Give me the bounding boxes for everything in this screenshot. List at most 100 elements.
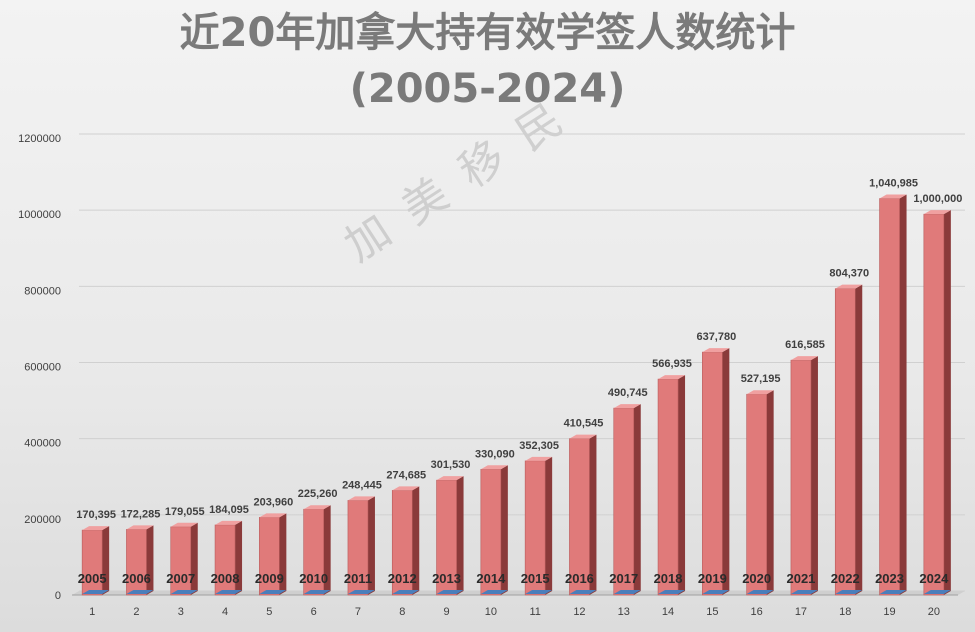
- chart-title: 近20年加拿大持有效学签人数统计 (2005-2024): [0, 8, 975, 114]
- category-series-tile: [480, 590, 508, 594]
- bar-side: [456, 476, 464, 595]
- bar-top: [347, 496, 375, 501]
- bar-side: [678, 375, 686, 595]
- y-tick-label: 0: [55, 590, 61, 602]
- category-label: 2016: [565, 571, 594, 586]
- x-tick-label: 2: [133, 606, 139, 618]
- category-label: 2008: [211, 571, 240, 586]
- bar-series: 170,395 2005 172,285 2006 179,055 2007 184,095…: [76, 178, 962, 596]
- bar-top: [436, 476, 464, 481]
- category-series-tile: [702, 590, 730, 594]
- bar-2021: 616,585 2021: [785, 339, 825, 596]
- x-tick-label: 6: [311, 606, 317, 618]
- x-tick-label: 1: [89, 606, 95, 618]
- bar-2010: 225,260 2010: [298, 488, 338, 596]
- bar-2014: 330,090 2014: [475, 448, 515, 596]
- category-label: 2018: [654, 571, 683, 586]
- data-label: 330,090: [475, 448, 515, 460]
- data-label: 203,960: [253, 496, 293, 508]
- category-series-tile: [790, 590, 818, 594]
- category-label: 2010: [299, 571, 328, 586]
- category-label: 2015: [521, 571, 550, 586]
- category-series-tile: [569, 590, 597, 594]
- x-tick-label: 4: [222, 606, 228, 618]
- x-tick-label: 7: [355, 606, 361, 618]
- x-tick-label: 5: [266, 606, 272, 618]
- chart-title-line2: (2005-2024): [349, 66, 626, 112]
- data-label: 301,530: [431, 459, 471, 471]
- bar-top: [702, 348, 730, 353]
- category-series-tile: [82, 590, 110, 594]
- bar-2012: 274,685 2012: [386, 469, 426, 596]
- bar-top: [259, 513, 287, 518]
- category-series-tile: [835, 590, 863, 594]
- bar: [613, 407, 635, 596]
- y-tick-label: 200000: [24, 514, 61, 526]
- data-label: 184,095: [209, 504, 249, 516]
- bar-side: [899, 194, 907, 595]
- data-label: 616,585: [785, 339, 825, 351]
- data-label: 1,040,985: [869, 178, 918, 190]
- bar-side: [235, 520, 243, 595]
- x-tick-label: 11: [529, 606, 540, 618]
- bar-top: [303, 505, 331, 510]
- data-label: 170,395: [76, 509, 116, 521]
- category-series-tile: [392, 590, 420, 594]
- bar-top: [746, 390, 774, 395]
- bar: [790, 359, 812, 596]
- bar-top: [835, 284, 863, 289]
- category-label: 2009: [255, 571, 284, 586]
- category-series-tile: [879, 590, 907, 594]
- category-series-tile: [658, 590, 686, 594]
- data-label: 225,260: [298, 488, 338, 500]
- bar-side: [279, 513, 287, 595]
- x-tick-label: 12: [573, 606, 585, 618]
- bar: [702, 351, 723, 596]
- category-series-tile: [303, 590, 331, 594]
- bar-top: [525, 456, 553, 461]
- bar-top: [923, 210, 951, 215]
- bar-side: [633, 404, 641, 595]
- bar-2009: 203,960 2009: [253, 496, 293, 596]
- data-label: 410,545: [564, 418, 604, 430]
- bar-top: [658, 375, 686, 380]
- bar-side: [412, 486, 420, 595]
- data-label: 527,195: [741, 373, 781, 385]
- data-label: 490,745: [608, 387, 648, 399]
- x-tick-label: 3: [178, 606, 184, 618]
- bar-2016: 410,545 2016: [564, 418, 604, 596]
- bar-2008: 184,095 2008: [209, 504, 249, 596]
- category-series-tile: [215, 590, 243, 594]
- bar-2015: 352,305 2015: [519, 440, 559, 596]
- bar-top: [170, 522, 198, 527]
- category-label: 2023: [875, 571, 904, 586]
- data-label: 1,000,000: [913, 193, 962, 205]
- bar-side: [722, 348, 730, 595]
- bar-2023: 1,040,985 2023: [869, 178, 918, 596]
- x-tick-label: 13: [618, 606, 630, 618]
- category-label: 2022: [831, 571, 860, 586]
- y-axis: 0 200000 400000 600000 800000 1000000 1200000: [18, 133, 61, 602]
- category-series-tile: [923, 590, 951, 594]
- category-series-tile: [259, 590, 287, 594]
- bar-side: [500, 465, 508, 595]
- bar-top: [569, 434, 597, 439]
- y-tick-label: 1200000: [18, 133, 61, 145]
- category-label: 2014: [476, 571, 506, 586]
- chart-floor: [72, 591, 965, 595]
- bar-side: [810, 356, 818, 595]
- category-series-tile: [347, 590, 375, 594]
- category-label: 2007: [166, 571, 195, 586]
- category-label: 2021: [786, 571, 815, 586]
- x-tick-label: 18: [839, 606, 851, 618]
- bar-side: [545, 456, 553, 595]
- bar-side: [190, 522, 198, 595]
- gridlines: [72, 133, 965, 596]
- bar-2005: 170,395 2005: [76, 509, 116, 596]
- bar-top: [215, 520, 243, 525]
- category-label: 2011: [344, 571, 372, 586]
- category-series-tile: [746, 590, 774, 594]
- category-label: 2019: [698, 571, 727, 586]
- bar-side: [323, 505, 331, 595]
- x-tick-label: 19: [883, 606, 895, 618]
